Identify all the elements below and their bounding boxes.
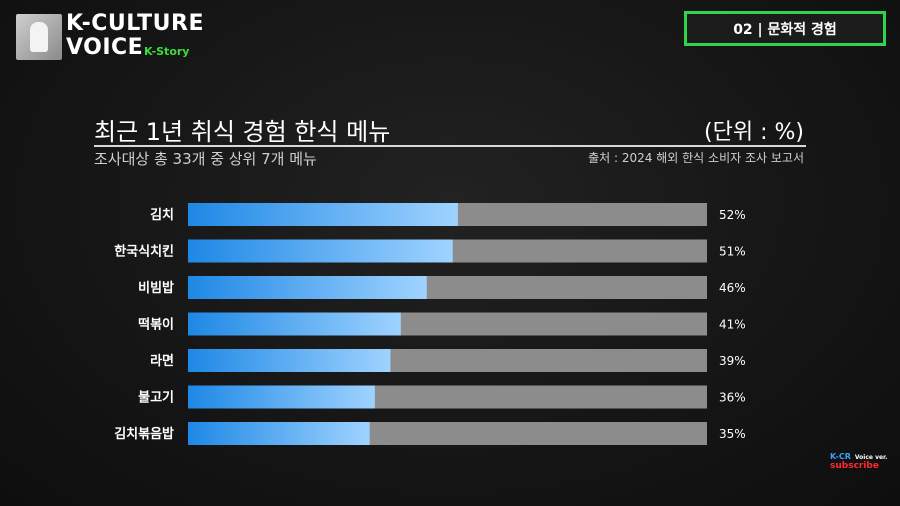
category-label-bulgogi: 불고기 bbox=[138, 391, 174, 406]
source-note: 출처 : 2024 해외 한식 소비자 조사 보고서 bbox=[588, 151, 804, 165]
brand-line-2: VOICE bbox=[66, 35, 144, 60]
chart-title: 최근 1년 취식 경험 한식 메뉴 bbox=[94, 118, 391, 146]
bar-kimchi-fried-rice bbox=[188, 422, 370, 445]
bar-ramyeon bbox=[188, 349, 391, 372]
brand-tag: K-Story bbox=[144, 45, 190, 58]
chart-subtitle: 조사대상 총 33개 중 상위 7개 메뉴 bbox=[94, 150, 317, 168]
brand-logotype: K-CULTURE VOICE K-Story bbox=[66, 12, 204, 60]
subscribe-text: subscribe bbox=[830, 461, 879, 471]
subscribe-badge[interactable]: K-CR Voice ver. subscribe bbox=[830, 452, 887, 471]
brand-line-1: K-CULTURE bbox=[66, 11, 204, 36]
channel-logo bbox=[16, 14, 62, 60]
subscribe-voice: Voice ver. bbox=[854, 454, 888, 461]
bar-chart: 김치 52% 한국식치킨 51% 비빔밥 46% 떡볶이 41% 라면 39% 불고기 36% 김치볶음… bbox=[114, 203, 746, 445]
value-label-kimchi-fried-rice: 35% bbox=[719, 427, 746, 441]
section-badge: 02 | 문화적 경험 bbox=[684, 11, 886, 46]
title-divider bbox=[94, 145, 806, 147]
value-label-korean-chicken: 51% bbox=[719, 245, 746, 259]
category-label-kimchi-fried-rice: 김치볶음밥 bbox=[114, 426, 174, 442]
subscribe-kcr: K-CR bbox=[830, 452, 851, 461]
bar-bulgogi bbox=[188, 385, 375, 409]
category-label-korean-chicken: 한국식치킨 bbox=[114, 244, 174, 260]
value-label-tteokbokki: 41% bbox=[719, 318, 746, 332]
unit-label: (단위 : %) bbox=[704, 120, 804, 145]
value-label-bulgogi: 36% bbox=[719, 391, 746, 405]
bar-kimchi bbox=[188, 203, 458, 226]
bar-bibimbap bbox=[188, 276, 427, 299]
category-label-tteokbokki: 떡볶이 bbox=[138, 317, 174, 333]
value-label-bibimbap: 46% bbox=[719, 281, 746, 295]
bar-korean-chicken bbox=[188, 239, 453, 263]
bar-tteokbokki bbox=[188, 312, 401, 336]
category-label-bibimbap: 비빔밥 bbox=[138, 280, 174, 296]
value-label-kimchi: 52% bbox=[719, 208, 746, 222]
category-label-ramyeon: 라면 bbox=[150, 353, 174, 369]
value-label-ramyeon: 39% bbox=[719, 354, 746, 368]
category-label-kimchi: 김치 bbox=[150, 207, 174, 223]
